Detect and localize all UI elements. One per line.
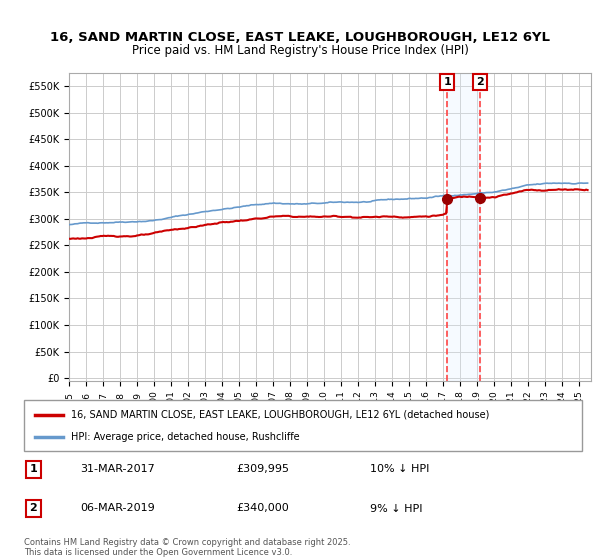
Text: £340,000: £340,000: [236, 503, 289, 514]
Text: 2: 2: [476, 77, 484, 87]
Text: 9% ↓ HPI: 9% ↓ HPI: [370, 503, 422, 514]
Text: Contains HM Land Registry data © Crown copyright and database right 2025.
This d: Contains HM Land Registry data © Crown c…: [24, 538, 350, 557]
Text: 1: 1: [443, 77, 451, 87]
Text: 10% ↓ HPI: 10% ↓ HPI: [370, 464, 430, 474]
Bar: [447, 73, 480, 381]
Text: Price paid vs. HM Land Registry's House Price Index (HPI): Price paid vs. HM Land Registry's House …: [131, 44, 469, 57]
Text: 16, SAND MARTIN CLOSE, EAST LEAKE, LOUGHBOROUGH, LE12 6YL: 16, SAND MARTIN CLOSE, EAST LEAKE, LOUGH…: [50, 31, 550, 44]
Text: 1: 1: [29, 464, 37, 474]
Text: 06-MAR-2019: 06-MAR-2019: [80, 503, 155, 514]
Text: HPI: Average price, detached house, Rushcliffe: HPI: Average price, detached house, Rush…: [71, 432, 300, 442]
Text: 31-MAR-2017: 31-MAR-2017: [80, 464, 155, 474]
Text: £309,995: £309,995: [236, 464, 289, 474]
FancyBboxPatch shape: [24, 400, 582, 451]
Text: 16, SAND MARTIN CLOSE, EAST LEAKE, LOUGHBOROUGH, LE12 6YL (detached house): 16, SAND MARTIN CLOSE, EAST LEAKE, LOUGH…: [71, 409, 490, 419]
Text: 2: 2: [29, 503, 37, 514]
